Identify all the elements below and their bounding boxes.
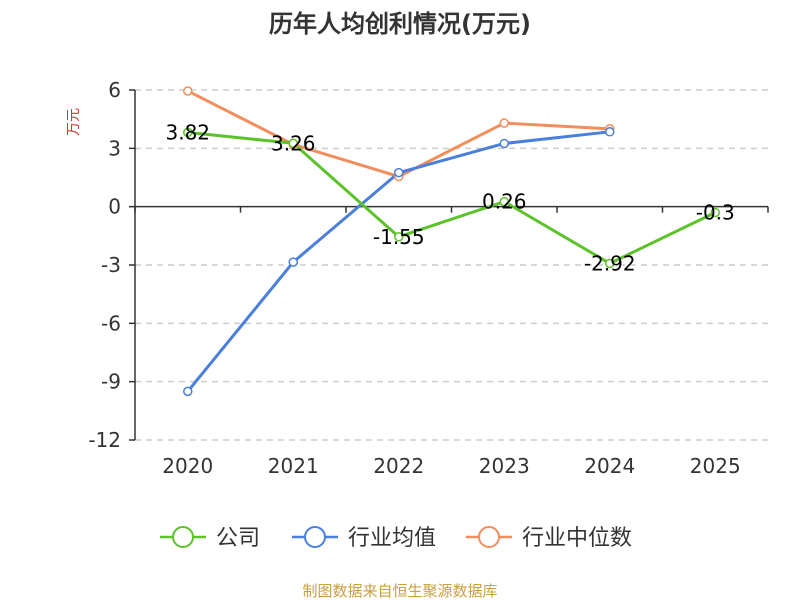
data-label: 0.26 [482, 190, 527, 214]
chart-title: 历年人均创利情况(万元) [269, 10, 531, 38]
legend-symbol-marker [478, 526, 500, 548]
data-point [710, 207, 720, 218]
data-labels: 3.82 3.26 -1.55 0.26 -2.92 -0.3 [165, 120, 734, 275]
series-points [183, 86, 720, 397]
data-point [605, 127, 615, 137]
x-tick-label: 2024 [584, 454, 635, 478]
legend-symbol-marker [172, 526, 194, 548]
data-point [183, 127, 193, 138]
series-line [187, 89, 610, 179]
y-tick-label: 0 [108, 195, 121, 219]
axes [129, 89, 769, 441]
x-tick-label: 2021 [268, 454, 319, 478]
data-label: -0.3 [696, 201, 735, 225]
y-axis-label: 万元 [66, 108, 82, 136]
data-label: 3.26 [271, 131, 316, 155]
x-tick-label: 2020 [162, 454, 213, 478]
grid-lines [135, 89, 768, 441]
legend-label: 行业均值 [348, 526, 436, 551]
data-point [394, 167, 404, 178]
legend: 公司 行业均值 行业中位数 [160, 526, 632, 551]
y-tick-label: -12 [88, 428, 121, 452]
data-point [288, 257, 298, 267]
x-tick-labels: 2020 2021 2022 2023 2024 2025 [162, 454, 740, 478]
source-note: 制图数据来自恒生聚源数据库 [302, 582, 497, 600]
x-tick-label: 2022 [373, 454, 424, 478]
y-tick-label: 3 [108, 136, 121, 160]
data-point [605, 258, 615, 269]
y-tick-label: -9 [101, 370, 121, 394]
legend-label: 公司 [216, 526, 260, 551]
x-tick-label: 2023 [479, 454, 530, 478]
data-point [183, 386, 193, 397]
series-line [187, 130, 716, 265]
legend-symbol-marker [304, 526, 326, 548]
legend-label: 行业中位数 [522, 526, 632, 551]
y-tick-label: -3 [101, 253, 121, 277]
y-tick-label: 6 [108, 78, 121, 102]
x-tick-label: 2025 [690, 454, 741, 478]
data-point [499, 196, 509, 207]
y-tick-labels: 6 3 0 -3 -6 -9 -12 [88, 78, 121, 452]
data-label: 3.82 [165, 120, 210, 144]
y-tick-label: -6 [101, 311, 121, 335]
data-point [499, 118, 509, 128]
data-label: -1.55 [373, 225, 425, 249]
data-point [288, 138, 298, 149]
series-lines [186, 89, 716, 393]
data-point [183, 86, 193, 96]
data-point [394, 232, 404, 242]
data-point [499, 138, 509, 149]
data-label: -2.92 [584, 251, 636, 275]
